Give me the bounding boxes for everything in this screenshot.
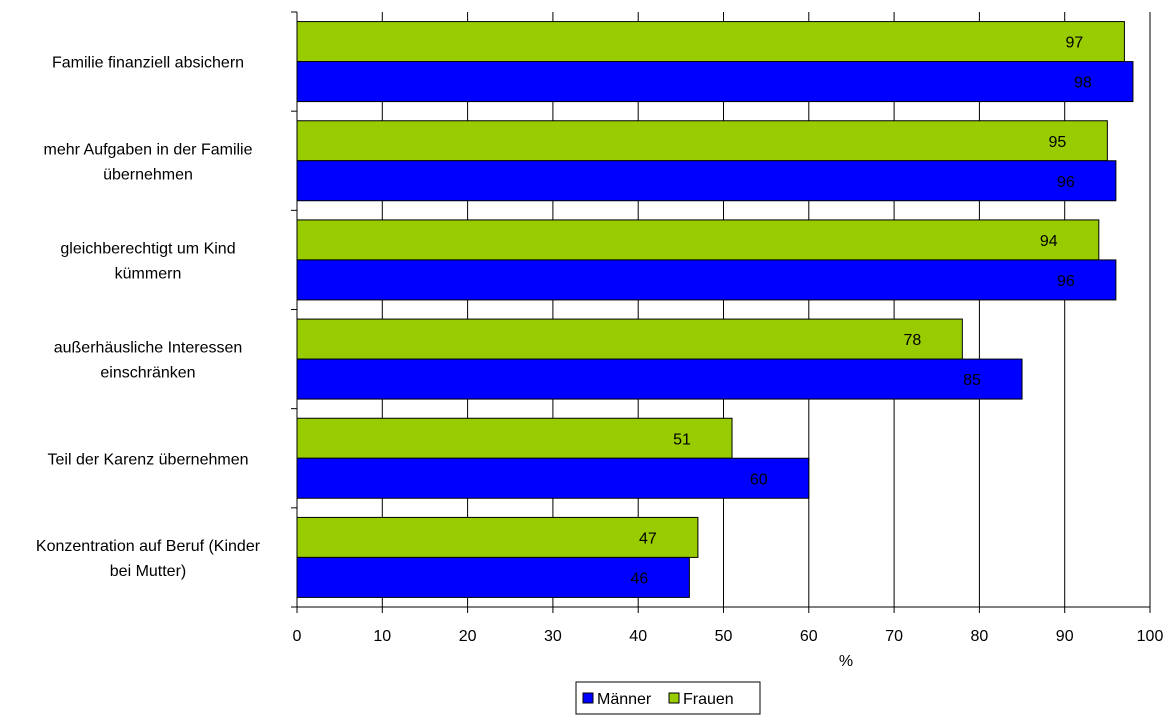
bar-frauen (296, 516, 699, 558)
bar-männer (296, 61, 1134, 103)
x-tick-label: 70 (885, 628, 903, 645)
x-tick-label: 20 (459, 628, 477, 645)
data-label-frauen: 51 (673, 431, 691, 448)
legend-swatch-frauen (668, 692, 680, 704)
x-axis-title: % (839, 653, 853, 670)
labels: 0 10 20 30 40 50 60 70 80 90 100 97 98 Familie finanz… (36, 35, 1164, 645)
x-tick-label: 60 (800, 628, 818, 645)
category-label: bei Mutter) (110, 563, 186, 580)
axes (291, 11, 1151, 613)
bar-männer (296, 259, 1117, 301)
x-tick-label: 80 (971, 628, 989, 645)
data-label-frauen: 47 (639, 530, 657, 547)
x-tick-label: 0 (293, 628, 302, 645)
gridlines (381, 12, 1151, 607)
bar-männer (296, 457, 810, 499)
bar-männer (296, 160, 1117, 202)
bar-frauen (296, 21, 1125, 63)
x-tick-label: 40 (629, 628, 647, 645)
bar-männer (296, 358, 1023, 400)
legend: Männer Frauen (575, 681, 761, 715)
x-tick-label: 10 (373, 628, 391, 645)
data-label-frauen: 78 (903, 332, 921, 349)
legend-swatch-männer (582, 692, 594, 704)
category-label: Konzentration auf Beruf (Kinder (36, 538, 261, 555)
category-label: außerhäusliche Interessen (54, 340, 243, 357)
x-tick-label: 90 (1056, 628, 1074, 645)
x-tick-label: 50 (715, 628, 733, 645)
category-label: übernehmen (103, 166, 193, 183)
bar-frauen (296, 120, 1108, 162)
bar-frauen (296, 318, 963, 360)
x-tick-label: 30 (544, 628, 562, 645)
legend-box (575, 681, 761, 715)
x-tick-label: 100 (1137, 628, 1164, 645)
data-label-frauen: 97 (1066, 35, 1084, 52)
bars (296, 21, 1134, 598)
bar-männer (296, 556, 690, 598)
legend-label-frauen: Frauen (683, 691, 734, 708)
bar-frauen (296, 417, 733, 459)
data-label-männer: 98 (1074, 75, 1092, 92)
legend-label-männer: Männer (597, 691, 652, 708)
bar-frauen (296, 219, 1100, 261)
category-label: mehr Aufgaben in der Familie (44, 141, 253, 158)
data-label-frauen: 95 (1048, 134, 1066, 151)
data-label-männer: 85 (963, 372, 981, 389)
data-label-männer: 60 (750, 471, 768, 488)
category-label: kümmern (115, 265, 182, 282)
data-label-männer: 96 (1057, 273, 1075, 290)
category-label: gleichberechtigt um Kind (60, 240, 235, 257)
category-label: Teil der Karenz übernehmen (47, 451, 248, 468)
category-label: einschränken (100, 365, 195, 382)
category-label: Familie finanziell absichern (52, 55, 244, 72)
data-label-männer: 46 (630, 570, 648, 587)
data-label-frauen: 94 (1040, 233, 1058, 250)
data-label-männer: 96 (1057, 174, 1075, 191)
